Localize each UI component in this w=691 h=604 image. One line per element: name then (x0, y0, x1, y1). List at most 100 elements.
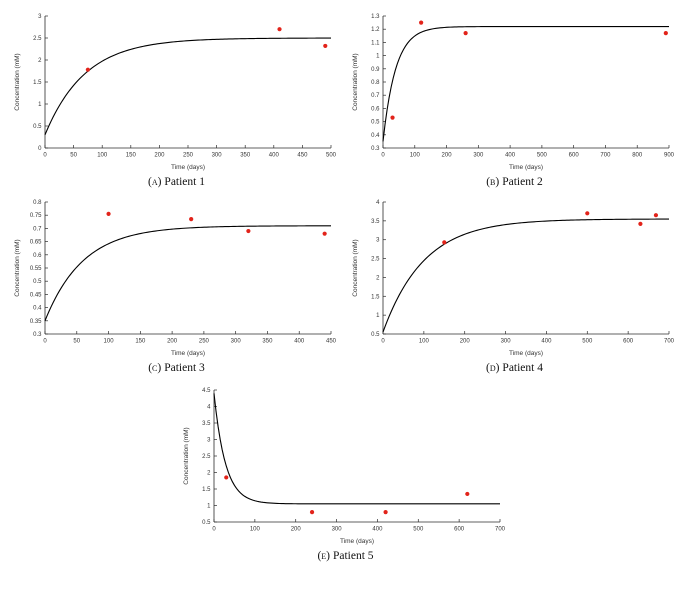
y-tick-label: 3.5 (371, 219, 380, 225)
x-tick-label: 300 (500, 339, 511, 345)
x-tick-label: 700 (494, 527, 505, 533)
y-tick-label: 1.5 (33, 80, 42, 86)
caption-text: Patient 3 (164, 362, 205, 374)
figure-row-1: 0 50 100 150 200 250 300 350 400 450 500 0 0.5 1 1.5 2 2… (4, 8, 687, 188)
y-tick-label: 2.5 (33, 36, 42, 42)
y-tick-label: 4 (207, 405, 211, 411)
caption-label: (c) (148, 362, 162, 374)
caption-text: Patient 2 (502, 176, 543, 188)
y-axis-label: Concentration (mM) (183, 427, 190, 484)
y-tick-label: 3 (207, 438, 211, 444)
y-tick-label: 0.9 (371, 67, 380, 73)
chart-patient-1: 0 50 100 150 200 250 300 350 400 450 500 0 0.5 1 1.5 2 2… (11, 8, 343, 188)
x-tick-label: 0 (43, 153, 47, 159)
y-axis-label: Concentration (mM) (14, 53, 21, 110)
plot-patient-2: 0 100 200 300 400 500 600 700 800 900 0.3 0.4 0.5 0.6… (352, 14, 675, 171)
y-tick-label: 0 (38, 146, 42, 152)
chart-patient-3: 0 50 100 150 200 250 300 350 400 450 0.3 0.35 0.4 0.4… (11, 194, 343, 374)
x-tick-label: 250 (182, 153, 193, 159)
x-tick-label: 200 (167, 339, 178, 345)
figure-row-2: 0 50 100 150 200 250 300 350 400 450 0.3 0.35 0.4 0.4… (4, 194, 687, 374)
chart-patient-5: 0 100 200 300 400 500 600 700 0.5 1 1.5 2 2.5 3 3.5 4 4.… (180, 382, 512, 562)
caption-patient-2: (b) Patient 2 (486, 176, 543, 188)
y-tick-label: 1 (207, 504, 211, 510)
data-point (245, 228, 250, 234)
y-tick-label: 0.5 (202, 520, 211, 526)
data-point (584, 211, 589, 216)
data-point (389, 115, 395, 120)
data-point (653, 213, 658, 218)
y-tick-label: 4 (376, 200, 380, 206)
x-tick-label: 250 (198, 339, 209, 345)
y-tick-label: 1 (376, 313, 380, 319)
x-tick-label: 150 (135, 339, 146, 345)
x-tick-label: 600 (568, 153, 579, 159)
x-tick-label: 400 (372, 527, 383, 533)
y-tick-label: 0.5 (371, 120, 380, 126)
y-tick-label: 0.4 (33, 306, 42, 312)
caption-patient-5: (e) Patient 5 (317, 550, 373, 562)
fit-curve-line (212, 393, 500, 505)
x-tick-label: 0 (212, 527, 216, 533)
x-tick-label: 100 (249, 527, 260, 533)
x-tick-label: 350 (240, 153, 251, 159)
x-tick-label: 0 (381, 339, 385, 345)
y-tick-label: 1 (38, 102, 42, 108)
fit-curve-line (381, 218, 669, 333)
x-tick-label: 100 (418, 339, 429, 345)
plot-patient-5: 0 100 200 300 400 500 600 700 0.5 1 1.5 2 2.5 3 3.5 4 4.… (183, 388, 506, 545)
x-tick-label: 700 (600, 153, 611, 159)
y-tick-label: 0.6 (33, 253, 42, 259)
x-tick-label: 100 (103, 339, 114, 345)
data-point (105, 211, 111, 216)
x-tick-label: 400 (268, 153, 279, 159)
y-tick-label: 0.8 (33, 200, 42, 206)
caption-label: (a) (147, 176, 162, 188)
data-point (464, 491, 469, 497)
data-point (637, 221, 642, 226)
x-tick-label: 900 (663, 153, 674, 159)
fit-curve-line (43, 225, 331, 322)
x-tick-label: 200 (290, 527, 301, 533)
x-tick-label: 100 (97, 153, 108, 159)
y-tick-label: 1 (376, 54, 380, 60)
caption-text: Patient 1 (164, 176, 205, 188)
x-tick-label: 600 (454, 527, 465, 533)
x-axis-label: Time (days) (508, 164, 542, 171)
x-tick-label: 100 (409, 153, 420, 159)
chart-patient-4: 0 100 200 300 400 500 600 700 0.5 1 1.5 2 2.5 3 3.5 4 Ti… (349, 194, 681, 374)
y-tick-label: 0.8 (371, 80, 380, 86)
x-axis-label: Time (days) (339, 538, 373, 545)
y-tick-label: 3 (38, 14, 42, 20)
caption-label: (b) (486, 176, 500, 188)
data-point (188, 217, 193, 222)
caption-patient-1: (a) Patient 1 (148, 176, 205, 188)
y-tick-label: 0.75 (29, 213, 41, 219)
y-tick-label: 0.3 (33, 332, 42, 338)
x-tick-label: 200 (441, 153, 452, 159)
y-tick-label: 0.4 (371, 133, 380, 139)
x-tick-label: 50 (70, 153, 77, 159)
y-tick-label: 2.5 (202, 454, 211, 460)
x-tick-label: 300 (211, 153, 222, 159)
x-tick-label: 700 (663, 339, 674, 345)
x-tick-label: 350 (262, 339, 273, 345)
x-tick-label: 500 (325, 153, 336, 159)
chart-patient-2: 0 100 200 300 400 500 600 700 800 900 0.3 0.4 0.5 0.6… (349, 8, 681, 188)
data-point (663, 31, 668, 36)
y-tick-label: 1.3 (371, 14, 380, 20)
fit-curve-line (381, 26, 669, 142)
x-tick-label: 500 (536, 153, 547, 159)
x-axis-label: Time (days) (170, 350, 204, 357)
x-tick-label: 800 (632, 153, 643, 159)
caption-patient-3: (c) Patient 3 (148, 362, 205, 374)
y-tick-label: 0.3 (371, 146, 380, 152)
x-tick-label: 0 (381, 153, 385, 159)
y-tick-label: 1.5 (371, 294, 380, 300)
y-tick-label: 1.2 (371, 27, 380, 33)
data-point (85, 67, 90, 72)
y-tick-label: 0.65 (29, 240, 41, 246)
x-tick-label: 600 (623, 339, 634, 345)
x-axis-label: Time (days) (170, 164, 204, 171)
data-point (463, 31, 468, 36)
